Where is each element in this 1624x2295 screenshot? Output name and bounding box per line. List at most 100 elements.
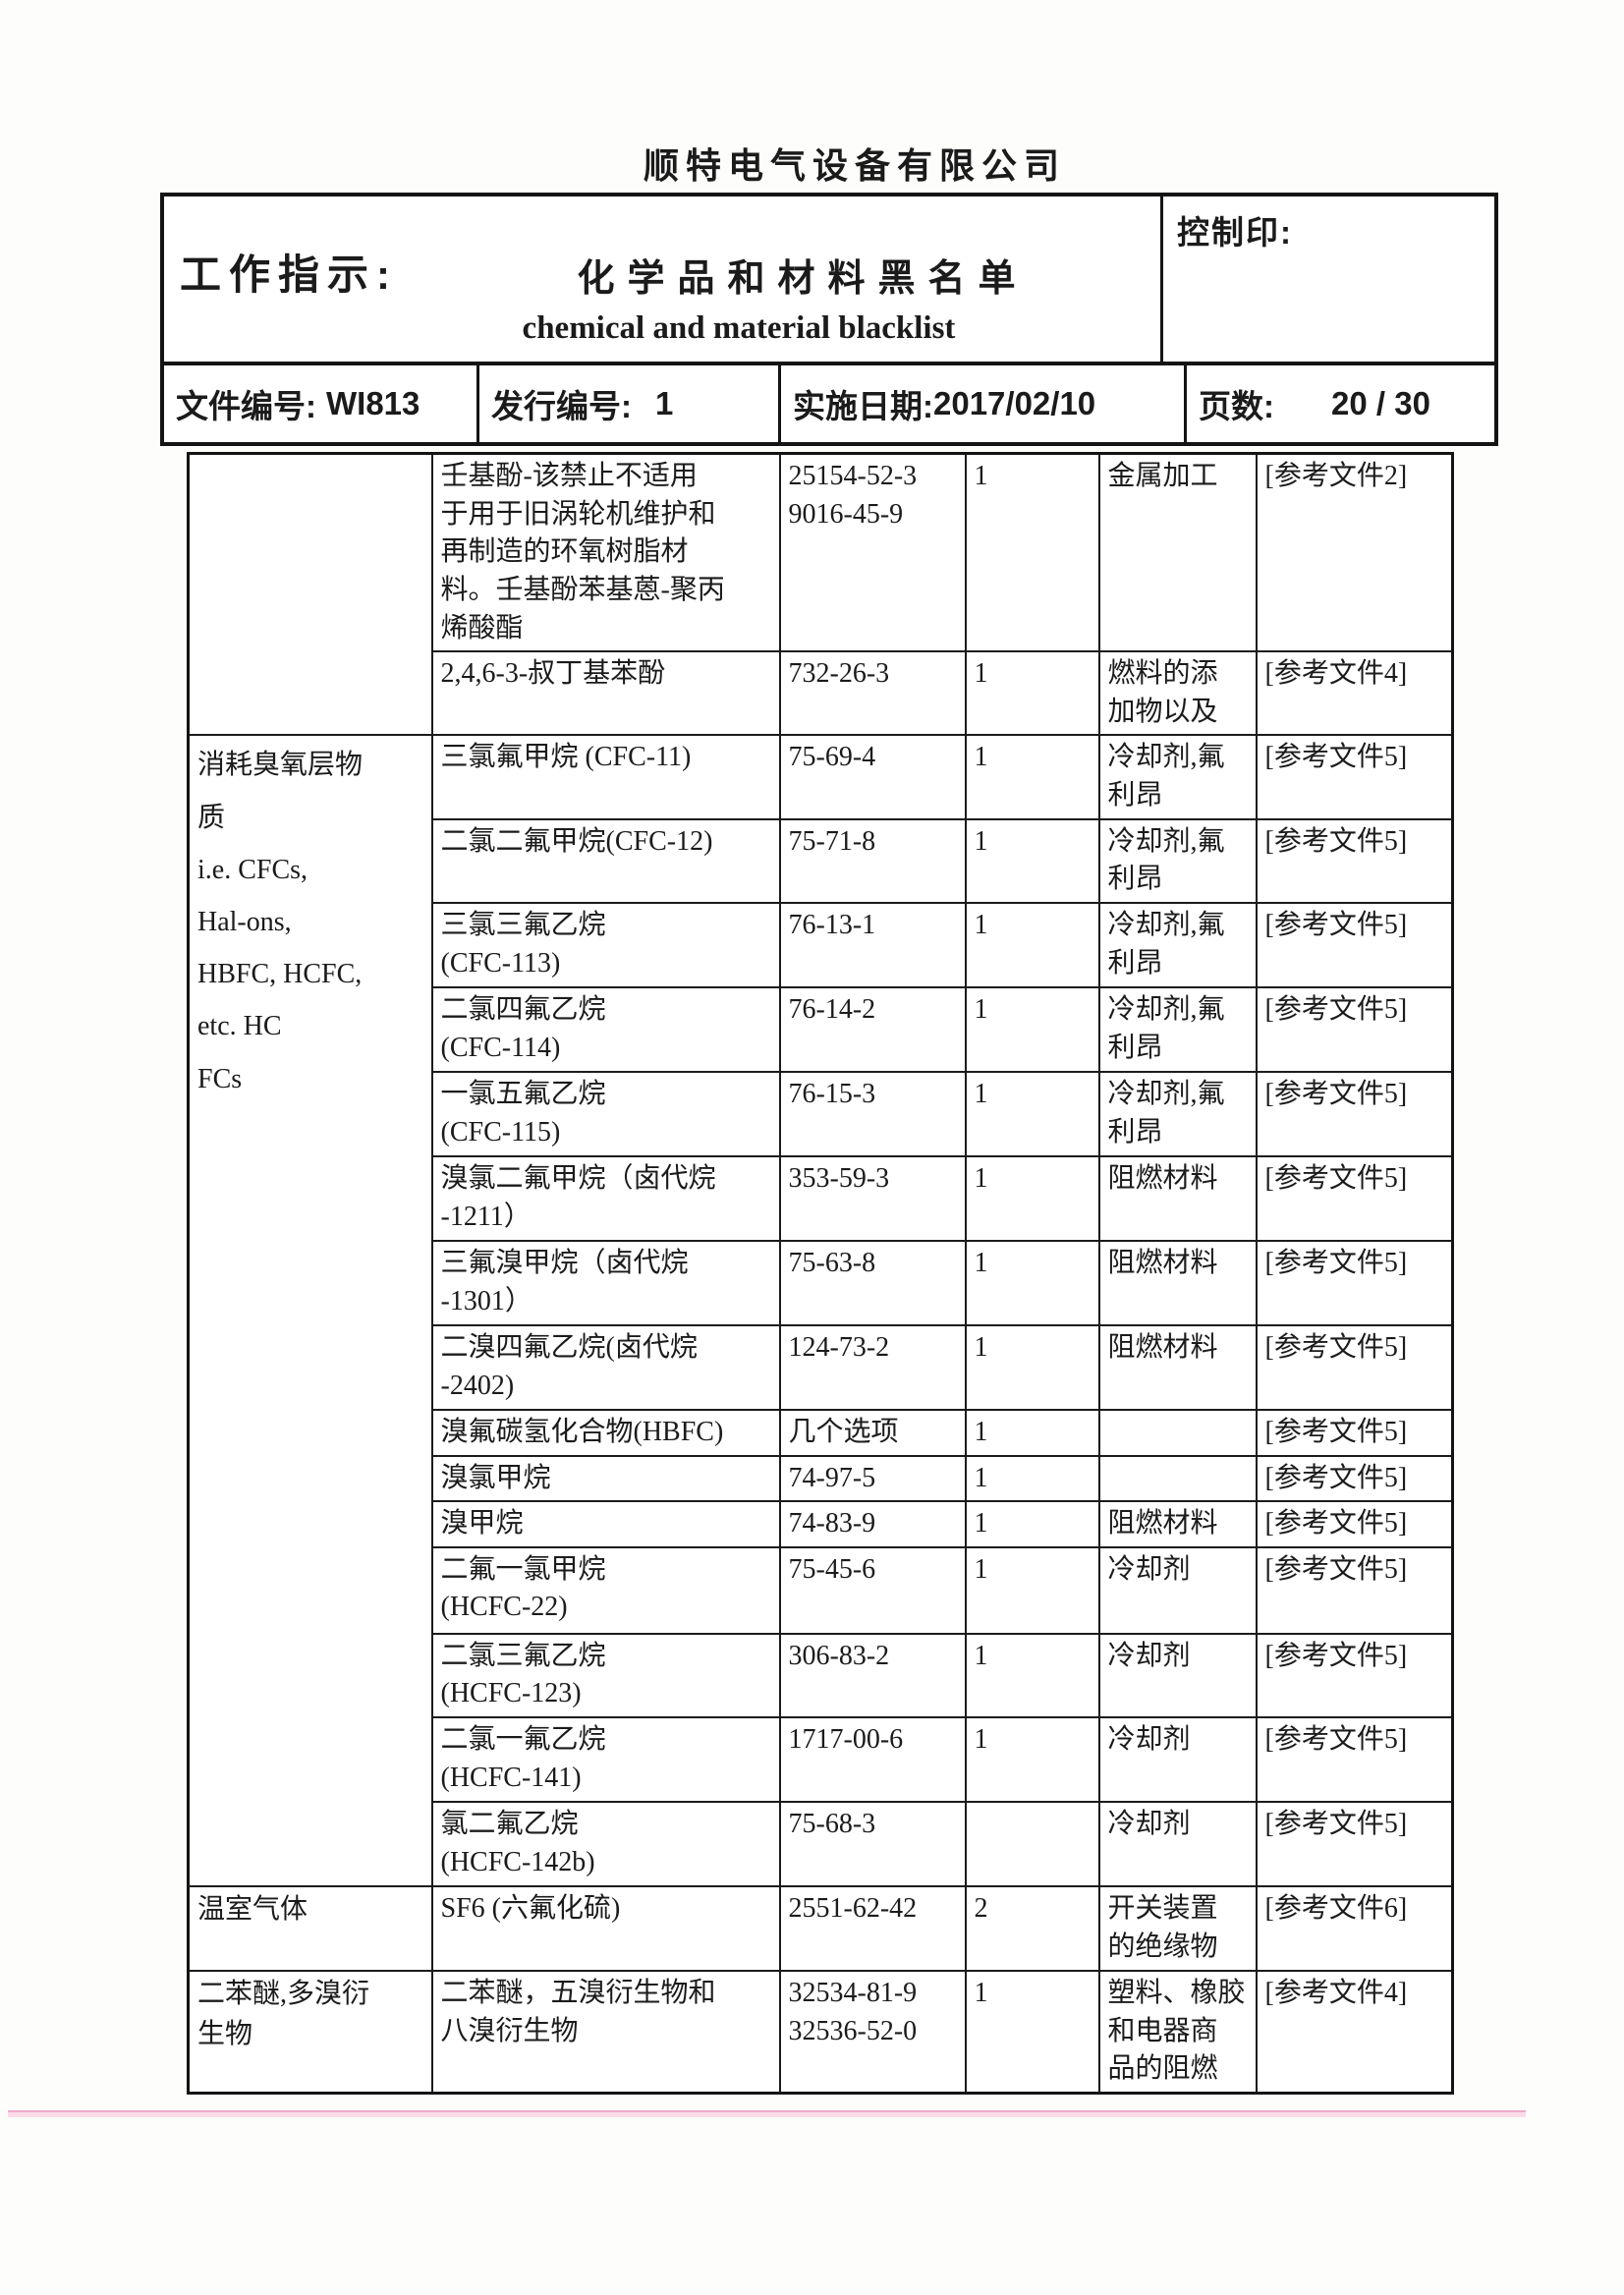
reference-cell: [参考文件5] <box>1255 734 1454 820</box>
chemical-blacklist-table: 壬基酚-该禁止不适用 于用于旧涡轮机维护和 再制造的环氧树脂材 料。壬基酚苯基蒽… <box>187 452 1454 2095</box>
chemical-name-cell: 氯二氟乙烷 (HCFC-142b) <box>430 1801 781 1887</box>
header-main-row: 工作指示: 化学品和材料黑名单 chemical and material bl… <box>164 196 1494 365</box>
reference-cell: [参考文件5] <box>1255 1070 1454 1157</box>
chemical-name-cell: 二氯四氟乙烷 (CFC-114) <box>430 985 781 1073</box>
quantity-cell <box>964 1801 1100 1887</box>
chemical-name-cell: 二苯醚，五溴衍生物和 八溴衍生物 <box>430 1969 781 2095</box>
header-info-row: 文件编号: WI813 发行编号: 1 实施日期: 2017/02/10 页数:… <box>164 365 1494 442</box>
usage-cell: 冷却剂,氟 利昂 <box>1097 901 1258 988</box>
quantity-cell: 1 <box>964 1545 1100 1635</box>
reference-cell: [参考文件5] <box>1255 1454 1454 1503</box>
issue-number-label: 发行编号: <box>491 388 632 424</box>
reference-cell: [参考文件5] <box>1255 1154 1454 1242</box>
issue-number-value: 1 <box>655 385 674 421</box>
reference-cell: [参考文件4] <box>1255 650 1454 737</box>
page-count-label: 页数: <box>1199 388 1274 424</box>
usage-cell: 阻燃材料 <box>1097 1323 1258 1411</box>
quantity-cell: 1 <box>964 817 1100 904</box>
quantity-cell: 1 <box>964 985 1100 1073</box>
cas-number-cell: 306-83-2 <box>778 1632 967 1719</box>
cas-number-cell: 几个选项 <box>778 1408 967 1457</box>
chemical-name-cell: 溴氯甲烷 <box>430 1454 781 1503</box>
cas-number-cell: 124-73-2 <box>778 1323 967 1411</box>
usage-cell <box>1097 1454 1258 1503</box>
doc-number-label: 文件编号: <box>176 388 316 424</box>
quantity-cell: 1 <box>964 1323 1100 1411</box>
quantity-cell: 1 <box>964 650 1100 737</box>
usage-cell: 阻燃材料 <box>1097 1239 1258 1326</box>
quantity-cell: 1 <box>964 452 1100 653</box>
cas-number-cell: 32534-81-9 32536-52-0 <box>778 1969 967 2095</box>
quantity-cell: 1 <box>964 1969 1100 2095</box>
usage-cell: 开关装置 的绝缘物 <box>1097 1885 1258 1972</box>
cas-number-cell: 1717-00-6 <box>778 1716 967 1803</box>
chemical-name-cell: 三氯氟甲烷 (CFC-11) <box>430 734 781 820</box>
implementation-date-value: 2017/02/10 <box>933 385 1096 421</box>
reference-cell: [参考文件5] <box>1255 985 1454 1073</box>
quantity-cell: 1 <box>964 1500 1100 1548</box>
chemical-name-cell: 二溴四氟乙烷(卤代烷 -2402) <box>430 1323 781 1411</box>
quantity-cell: 2 <box>964 1885 1100 1972</box>
reference-cell: [参考文件5] <box>1255 1545 1454 1635</box>
table-row: 三氟溴甲烷（卤代烷 -1301） 75-63-8 1 阻燃材料 [参考文件5] <box>189 1239 1454 1326</box>
reference-cell: [参考文件5] <box>1255 1632 1454 1719</box>
chemical-name-cell: 一氯五氟乙烷 (CFC-115) <box>430 1070 781 1157</box>
usage-cell: 冷却剂 <box>1097 1716 1258 1803</box>
control-stamp-cell: 控制印: <box>1160 196 1494 362</box>
chemical-name-cell: 二氯一氟乙烷 (HCFC-141) <box>430 1716 781 1803</box>
table-row: 2,4,6-3-叔丁基苯酚 732-26-3 1 燃料的添 加物以及 [参考文件… <box>189 650 1454 737</box>
quantity-cell: 1 <box>964 1239 1100 1326</box>
cas-number-cell: 732-26-3 <box>778 650 967 737</box>
reference-cell: [参考文件5] <box>1255 1716 1454 1803</box>
table-row: 二苯醚,多溴衍 生物 二苯醚，五溴衍生物和 八溴衍生物 32534-81-9 3… <box>187 1969 1454 2095</box>
table-row: 二氯四氟乙烷 (CFC-114) 76-14-2 1 冷却剂,氟 利昂 [参考文… <box>189 985 1454 1073</box>
table-row: 二溴四氟乙烷(卤代烷 -2402) 124-73-2 1 阻燃材料 [参考文件5… <box>189 1323 1454 1411</box>
doc-number-value: WI813 <box>326 385 420 421</box>
chemical-name-cell: 溴氯二氟甲烷（卤代烷 -1211） <box>430 1154 781 1242</box>
reference-cell: [参考文件4] <box>1255 1969 1454 2095</box>
pink-divider-line <box>8 2110 1526 2117</box>
quantity-cell: 1 <box>964 1454 1100 1503</box>
usage-cell: 冷却剂 <box>1097 1801 1258 1887</box>
work-instruction-label: 工作指示: <box>180 252 398 298</box>
quantity-cell: 1 <box>964 901 1100 988</box>
chemical-name-cell: 壬基酚-该禁止不适用 于用于旧涡轮机维护和 再制造的环氧树脂材 料。壬基酚苯基蒽… <box>430 452 781 653</box>
usage-cell: 金属加工 <box>1097 452 1258 653</box>
doc-number-cell: 文件编号: WI813 <box>164 365 476 442</box>
reference-cell: [参考文件5] <box>1255 1239 1454 1326</box>
quantity-cell: 1 <box>964 734 1100 820</box>
cas-number-cell: 75-69-4 <box>778 734 967 820</box>
cas-number-cell: 76-13-1 <box>778 901 967 988</box>
cas-number-cell: 25154-52-3 9016-45-9 <box>778 452 967 653</box>
cas-number-cell: 75-45-6 <box>778 1545 967 1635</box>
chemical-name-cell: 溴甲烷 <box>430 1500 781 1548</box>
cas-number-cell: 75-71-8 <box>778 817 967 904</box>
company-title: 顺特电气设备有限公司 <box>643 145 1066 186</box>
quantity-cell: 1 <box>964 1154 1100 1242</box>
table-row: 二氯二氟甲烷(CFC-12) 75-71-8 1 冷却剂,氟 利昂 [参考文件5… <box>189 817 1454 904</box>
reference-cell: [参考文件5] <box>1255 1801 1454 1887</box>
reference-cell: [参考文件5] <box>1255 817 1454 904</box>
table-row: 三氯三氟乙烷 (CFC-113) 76-13-1 1 冷却剂,氟 利昂 [参考文… <box>189 901 1454 988</box>
cas-number-cell: 75-68-3 <box>778 1801 967 1887</box>
usage-cell: 冷却剂 <box>1097 1545 1258 1635</box>
cas-number-cell: 74-83-9 <box>778 1500 967 1548</box>
reference-cell: [参考文件5] <box>1255 1408 1454 1457</box>
cas-number-cell: 76-14-2 <box>778 985 967 1073</box>
chemical-name-cell: 三氟溴甲烷（卤代烷 -1301） <box>430 1239 781 1326</box>
chemical-name-cell: 二氯二氟甲烷(CFC-12) <box>430 817 781 904</box>
cas-number-cell: 353-59-3 <box>778 1154 967 1242</box>
table-row: 溴甲烷 74-83-9 1 阻燃材料 [参考文件5] <box>189 1500 1454 1548</box>
table-row: 氯二氟乙烷 (HCFC-142b) 75-68-3 冷却剂 [参考文件5] <box>189 1801 1454 1887</box>
chemical-name-cell: SF6 (六氟化硫) <box>430 1885 781 1972</box>
table-row: 溴氟碳氢化合物(HBFC) 几个选项 1 [参考文件5] <box>189 1408 1454 1457</box>
implementation-date-cell: 实施日期: 2017/02/10 <box>778 365 1184 442</box>
quantity-cell: 1 <box>964 1408 1100 1457</box>
chemical-name-cell: 三氯三氟乙烷 (CFC-113) <box>430 901 781 988</box>
usage-cell: 冷却剂,氟 利昂 <box>1097 985 1258 1073</box>
usage-cell: 燃料的添 加物以及 <box>1097 650 1258 737</box>
quantity-cell: 1 <box>964 1070 1100 1157</box>
category-cell: 温室气体 <box>187 1885 433 1972</box>
usage-cell: 冷却剂,氟 利昂 <box>1097 1070 1258 1157</box>
